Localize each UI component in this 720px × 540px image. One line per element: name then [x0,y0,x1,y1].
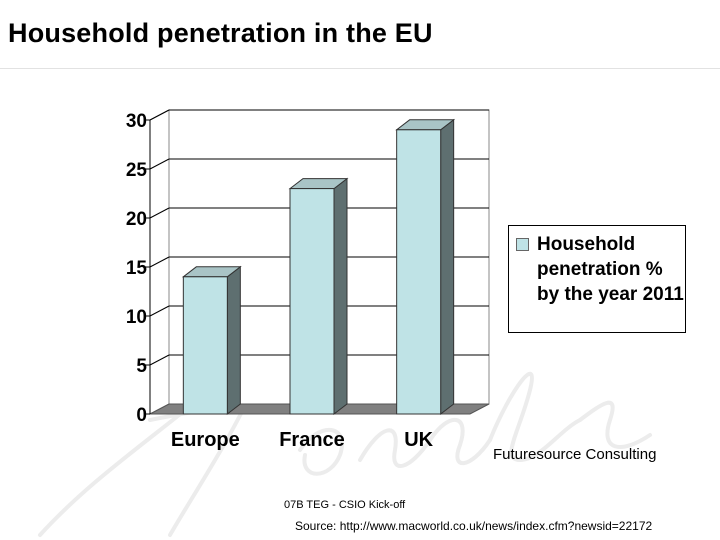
x-tick-label: UK [404,429,433,451]
bar-uk [396,129,442,415]
legend-swatch [516,238,529,251]
bar-side [440,118,455,416]
y-tick-label: 0 [136,405,147,426]
footer-event: 07B TEG - CSIO Kick-off [284,499,406,511]
y-tick-label: 30 [126,111,147,132]
y-tick-label: 20 [126,209,147,230]
source-credit: Futuresource Consulting [493,446,657,463]
x-tick-label: France [279,429,345,451]
gridline-side [149,109,170,121]
gridline-side [149,354,170,366]
gridline-side [149,305,170,317]
bar-side [226,265,241,416]
y-tick-label: 15 [126,258,148,279]
chart-legend: Household penetration % by the year 2011 [508,225,686,333]
gridline-side [149,158,170,170]
y-tick-label: 5 [136,356,147,377]
bar-france [289,188,335,415]
gridline-side [149,207,170,219]
title-divider [0,68,720,69]
bar-europe [182,276,228,415]
y-tick-label: 10 [126,307,147,328]
x-tick-label: Europe [171,429,240,451]
bar-side [333,177,348,416]
gridline-side [149,256,170,268]
legend-label: Household penetration % by the year 2011 [537,234,684,305]
footer-source: Source: http://www.macworld.co.uk/news/i… [295,519,653,533]
y-tick-label: 25 [126,160,148,181]
slide-title: Household penetration in the EU [8,18,433,48]
